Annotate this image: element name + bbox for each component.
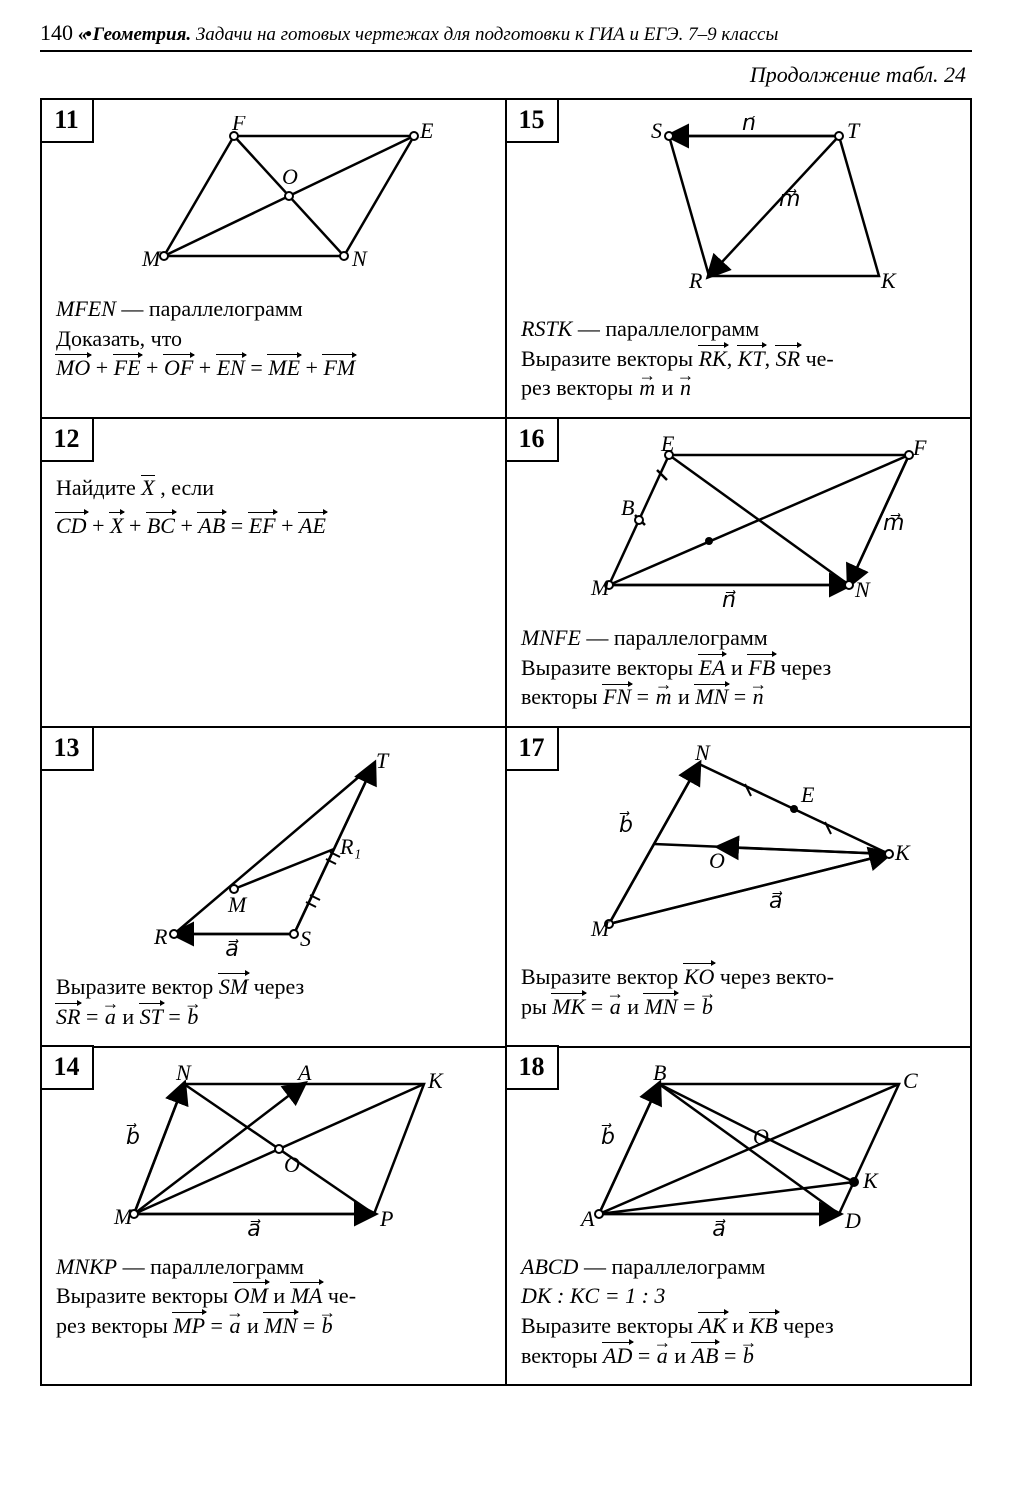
- cell-15: 15: [507, 100, 970, 417]
- svg-text:K: K: [894, 840, 911, 865]
- svg-text:N: N: [175, 1064, 192, 1085]
- svg-text:O: O: [753, 1124, 769, 1149]
- text-12: Найдите X , если CD + X + BC + AB = EF +…: [56, 473, 491, 540]
- figure-17: N E b⃗ K O a⃗ M: [549, 744, 929, 954]
- problem-number: 13: [40, 726, 94, 771]
- svg-text:B: B: [653, 1064, 666, 1085]
- problem-number: 11: [40, 98, 94, 143]
- svg-text:m⃗: m⃗: [883, 510, 904, 535]
- svg-text:O: O: [282, 164, 298, 189]
- header-title-rest: Задачи на готовых чертежах для подготовк…: [196, 24, 778, 45]
- figure-14: N A K b⃗ O M a⃗ P: [84, 1064, 464, 1244]
- svg-text:R: R: [153, 924, 168, 949]
- text-14: MNKP — параллелограмм Выразите векторы O…: [56, 1252, 491, 1341]
- svg-text:R₁: R₁: [339, 834, 361, 859]
- svg-text:A: A: [296, 1064, 312, 1085]
- svg-text:F: F: [231, 116, 246, 135]
- svg-text:P: P: [379, 1206, 393, 1231]
- svg-text:K: K: [427, 1068, 444, 1093]
- svg-text:N: N: [694, 744, 711, 765]
- page: 140 «• Геометрия. Задачи на готовых черт…: [0, 0, 1012, 1426]
- svg-text:b⃗: b⃗: [126, 1122, 140, 1148]
- svg-text:C: C: [903, 1068, 918, 1093]
- svg-text:a⃗: a⃗: [769, 888, 783, 913]
- svg-text:A: A: [579, 1206, 595, 1231]
- figure-11: F E O M N: [104, 116, 444, 286]
- text-11: MFEN — параллелограмм Доказать, что MO +…: [56, 294, 491, 383]
- figure-16: E F B m⃗ M n⃗ N: [549, 435, 929, 615]
- svg-text:a⃗: a⃗: [247, 1216, 261, 1241]
- problem-number: 16: [505, 417, 559, 462]
- svg-text:M: M: [590, 575, 611, 600]
- figure-13: T R₁ M R S a⃗: [114, 744, 434, 964]
- svg-text:M: M: [590, 916, 611, 941]
- problem-number: 18: [505, 1045, 559, 1090]
- text-16: MNFE — параллелограмм Выразите векторы E…: [521, 623, 956, 712]
- svg-text:n⃗: n⃗: [742, 116, 756, 135]
- svg-text:b⃗: b⃗: [601, 1122, 615, 1148]
- figure-15: S n⃗ T m⃗ R K: [569, 116, 909, 306]
- text-13: Выразите вектор SM через SR = a и ST = b: [56, 972, 491, 1031]
- svg-text:B: B: [621, 495, 634, 520]
- text-17: Выразите вектор KO через векто- ры MK = …: [521, 962, 956, 1021]
- problem-number: 12: [40, 417, 94, 462]
- figure-18: B C b⃗ O K A a⃗ D: [549, 1064, 929, 1244]
- header-title-bold: Геометрия.: [93, 24, 191, 45]
- svg-text:E: E: [800, 782, 815, 807]
- svg-text:D: D: [844, 1208, 861, 1233]
- problem-number: 17: [505, 726, 559, 771]
- cell-12: 12 Найдите X , если CD + X + BC +: [42, 419, 505, 693]
- svg-text:R: R: [688, 268, 703, 293]
- header-bullets: «•: [78, 24, 93, 45]
- svg-text:T: T: [847, 118, 861, 143]
- problem-number: 14: [40, 1045, 94, 1090]
- cell-18: 18: [507, 1048, 970, 1385]
- cell-11: 11: [42, 100, 505, 397]
- svg-text:T: T: [376, 748, 390, 773]
- svg-text:O: O: [284, 1152, 300, 1177]
- svg-text:m⃗: m⃗: [779, 186, 800, 211]
- text-15: RSTK — параллелограмм Выразите векторы R…: [521, 314, 956, 403]
- cell-13: 13: [42, 728, 505, 1045]
- svg-text:a⃗: a⃗: [225, 936, 239, 961]
- svg-text:N: N: [351, 246, 368, 271]
- svg-text:K: K: [862, 1168, 879, 1193]
- svg-text:N: N: [854, 577, 871, 602]
- svg-text:M: M: [227, 892, 248, 917]
- svg-text:n⃗: n⃗: [722, 587, 736, 612]
- page-number: 140: [40, 20, 73, 46]
- text-18: ABCD — параллелограмм DK : KC = 1 : 3 Вы…: [521, 1252, 956, 1371]
- problems-grid: 11: [40, 98, 972, 1386]
- svg-text:K: K: [880, 268, 897, 293]
- svg-text:M: M: [113, 1204, 134, 1229]
- svg-text:M: M: [141, 246, 162, 271]
- svg-text:E: E: [419, 118, 434, 143]
- svg-text:b⃗: b⃗: [619, 811, 633, 837]
- page-header: 140 «• Геометрия. Задачи на готовых черт…: [40, 20, 972, 52]
- svg-text:S: S: [300, 926, 311, 951]
- cell-16: 16: [507, 419, 970, 726]
- cell-17: 17: [507, 728, 970, 1035]
- problem-number: 15: [505, 98, 559, 143]
- svg-text:F: F: [912, 435, 927, 460]
- svg-text:E: E: [660, 435, 675, 456]
- svg-text:S: S: [651, 118, 662, 143]
- continuation-line: Продолжение табл. 24: [40, 62, 966, 88]
- cell-14: 14: [42, 1048, 505, 1355]
- svg-text:O: O: [709, 848, 725, 873]
- svg-text:a⃗: a⃗: [712, 1216, 726, 1241]
